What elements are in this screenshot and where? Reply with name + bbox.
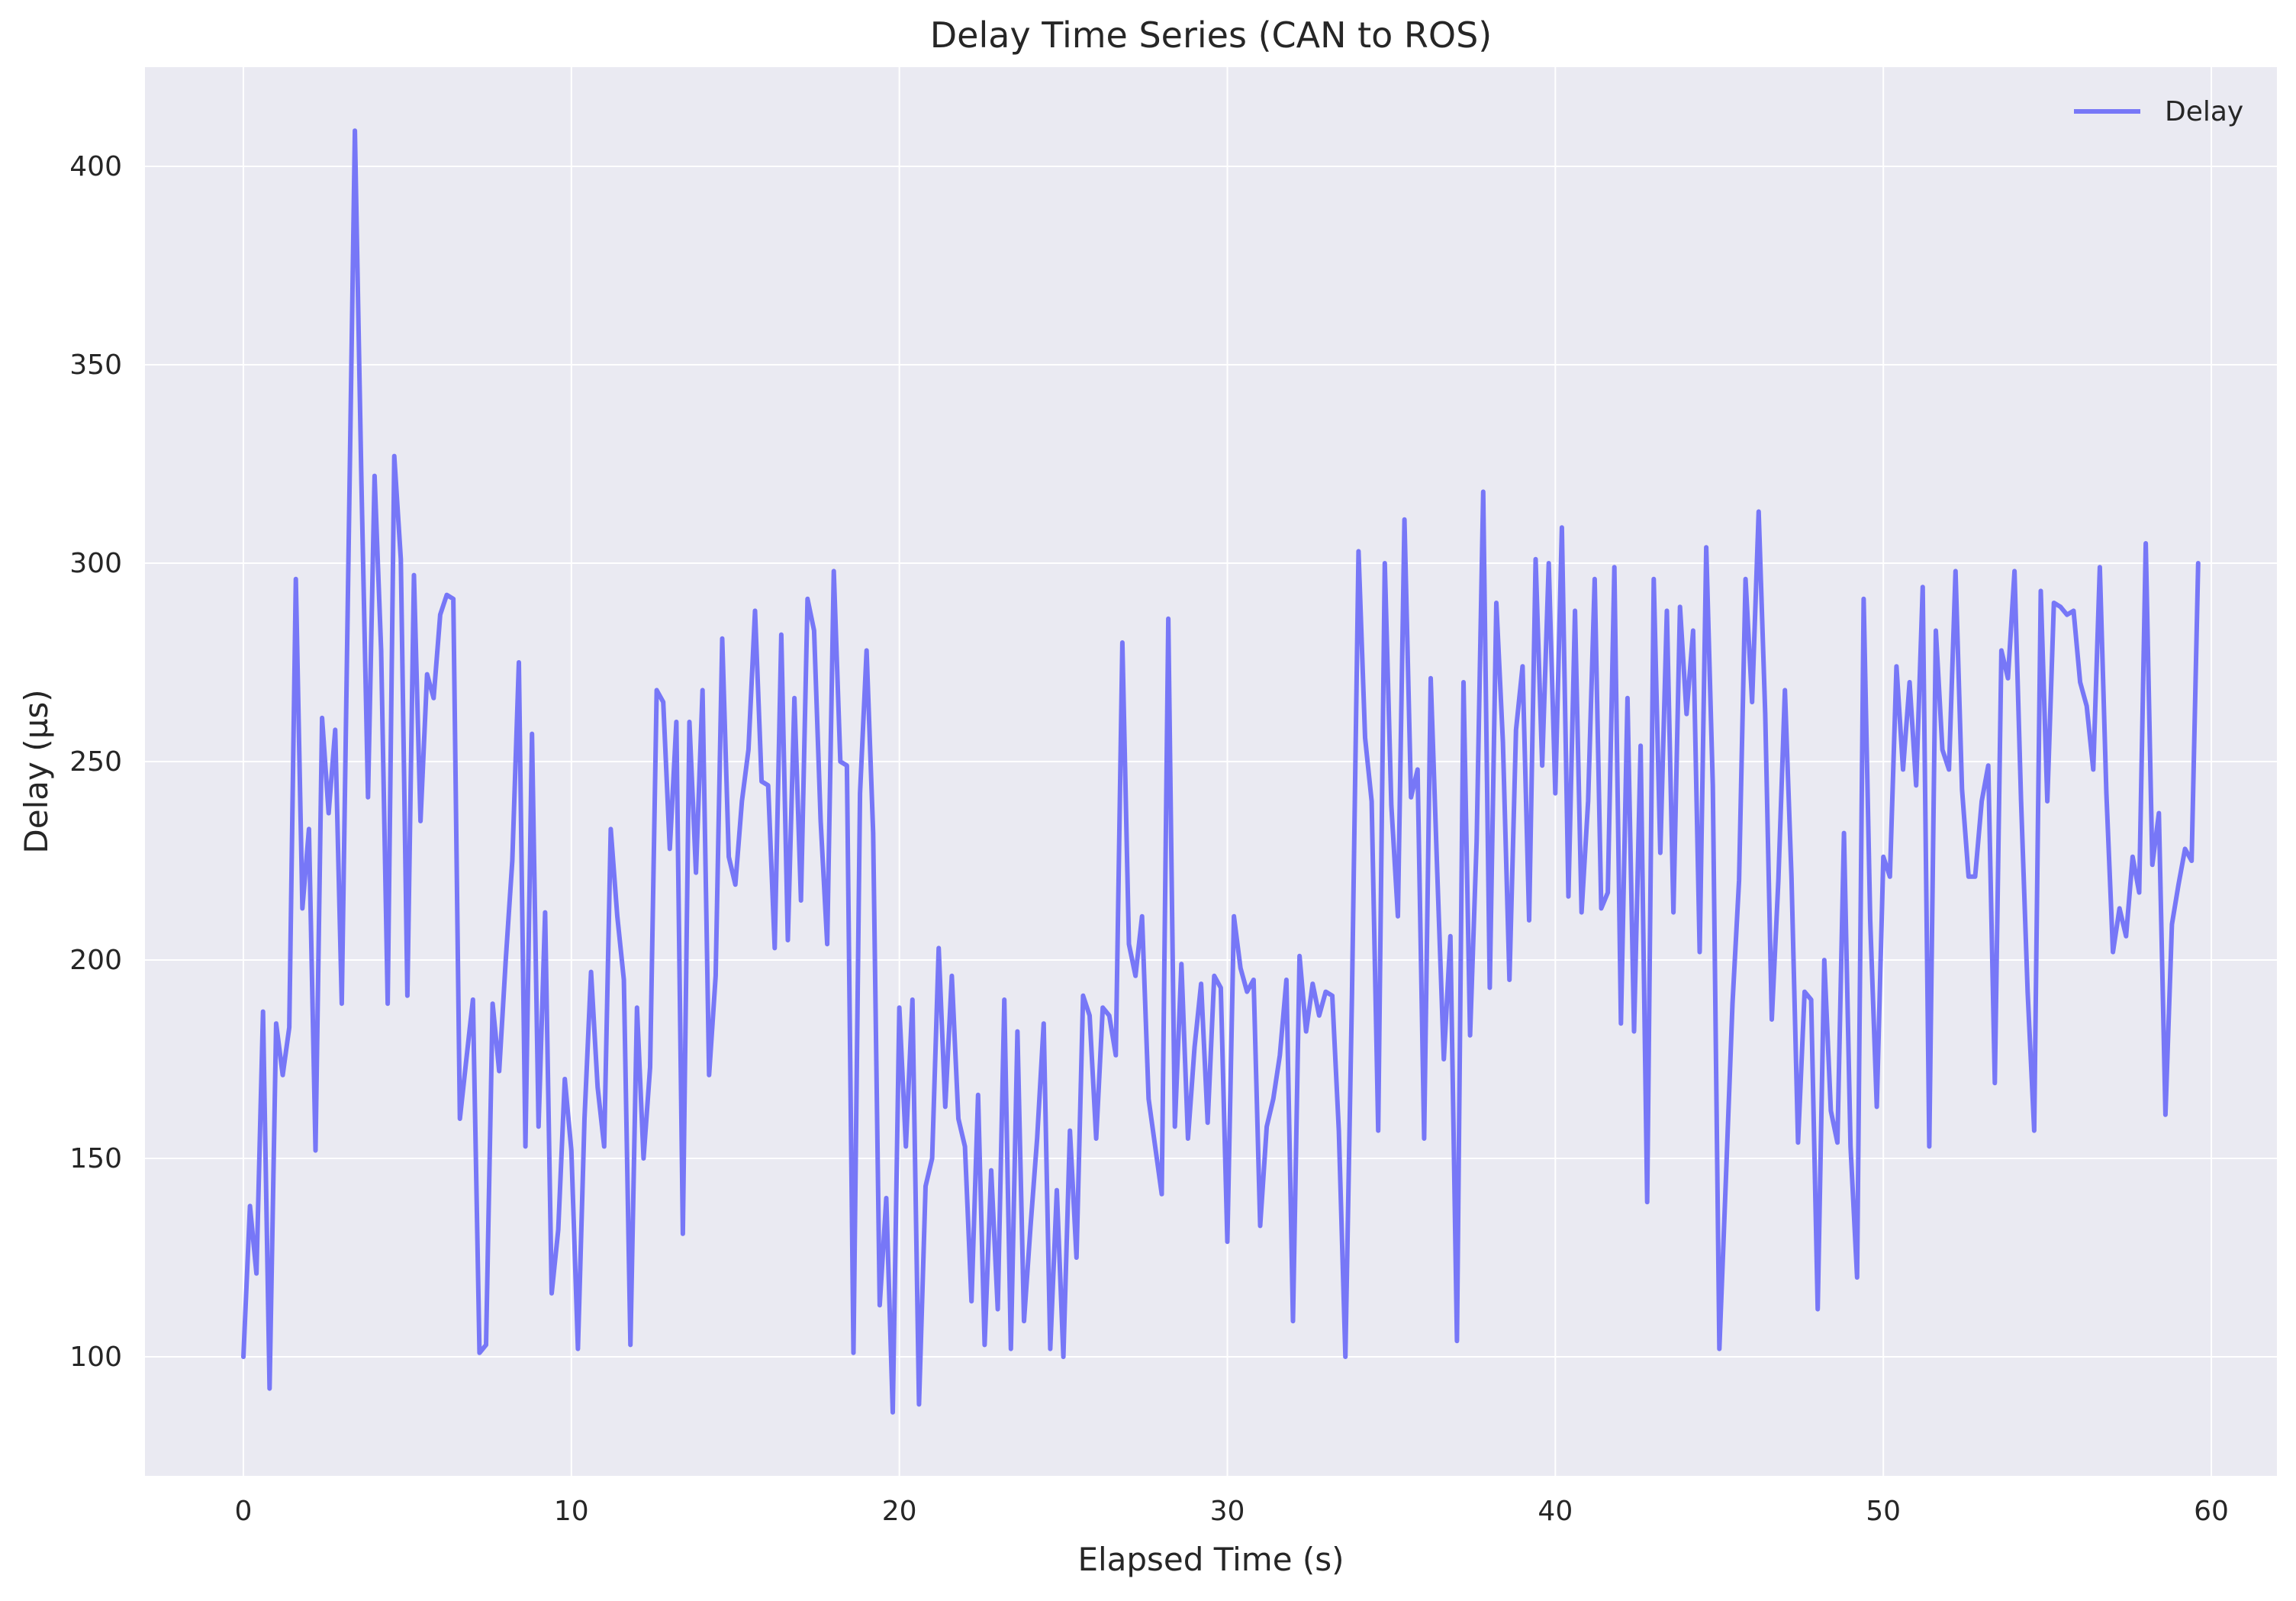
- x-tick-label: 20: [882, 1496, 917, 1527]
- y-tick-label: 150: [69, 1143, 122, 1174]
- y-tick-label: 300: [69, 548, 122, 579]
- x-tick-label: 50: [1866, 1496, 1901, 1527]
- x-tick-label: 0: [235, 1496, 253, 1527]
- x-tick-label: 60: [2194, 1496, 2229, 1527]
- y-axis-label: Delay (µs): [18, 689, 55, 853]
- x-tick-label: 10: [554, 1496, 589, 1527]
- axis-ticks: 0 10 20 30 40 50 60 100 150 200 250 300 350 400: [69, 151, 2229, 1527]
- y-tick-label: 350: [69, 350, 122, 381]
- x-tick-label: 30: [1210, 1496, 1245, 1527]
- legend-label-delay: Delay: [2165, 96, 2243, 127]
- series-line-delay: [241, 128, 2201, 1415]
- y-tick-label: 100: [69, 1342, 122, 1373]
- y-tick-label: 400: [69, 151, 122, 182]
- legend: Delay: [2074, 96, 2243, 127]
- x-axis-label: Elapsed Time (s): [1077, 1541, 1344, 1578]
- chart-title: Delay Time Series (CAN to ROS): [930, 14, 1493, 56]
- plot-area: [145, 67, 2277, 1476]
- y-tick-label: 200: [69, 945, 122, 976]
- y-tick-label: 250: [69, 746, 122, 778]
- x-tick-label: 40: [1538, 1496, 1573, 1527]
